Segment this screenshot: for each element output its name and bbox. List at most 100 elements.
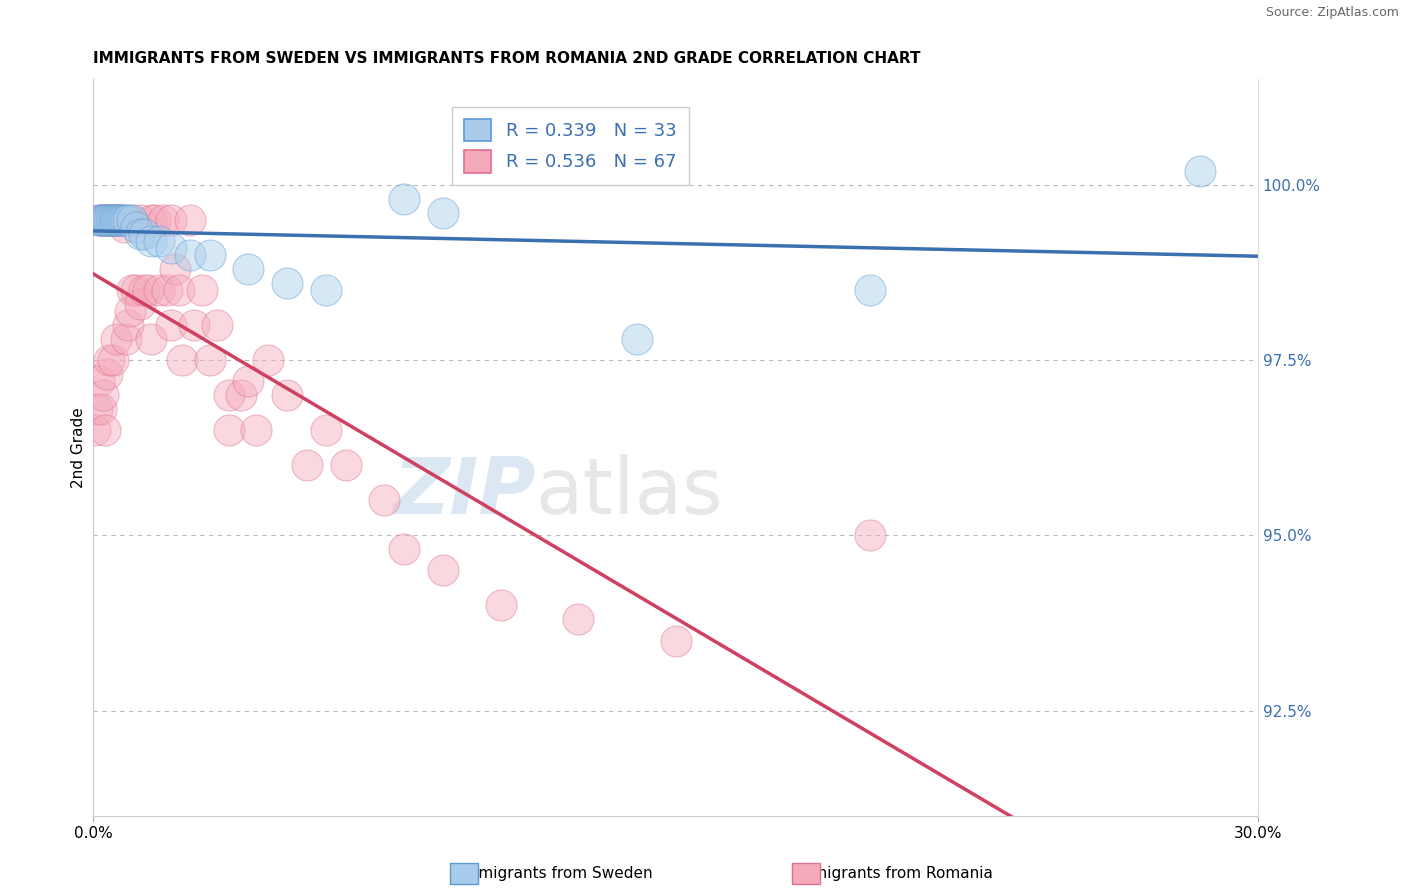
Point [121, 212, 143, 227]
Point [198, 353, 221, 368]
Point [94, 212, 117, 227]
Point [101, 353, 124, 368]
Point [128, 227, 150, 241]
Point [489, 599, 512, 613]
Point [141, 212, 163, 227]
Point [96, 212, 118, 227]
Text: atlas: atlas [536, 454, 723, 530]
Point [91, 212, 114, 227]
Point [100, 212, 122, 227]
Point [103, 212, 125, 227]
Point [148, 283, 170, 297]
Point [859, 283, 882, 297]
Point [121, 283, 143, 297]
Point [218, 388, 240, 402]
Point [179, 248, 201, 262]
Point [626, 332, 648, 346]
Point [141, 234, 163, 248]
Point [238, 374, 260, 388]
Point [315, 283, 337, 297]
Text: Immigrants from Romania: Immigrants from Romania [793, 866, 993, 881]
Point [125, 219, 148, 234]
Point [373, 493, 395, 508]
Point [179, 212, 201, 227]
Text: IMMIGRANTS FROM SWEDEN VS IMMIGRANTS FROM ROMANIA 2ND GRADE CORRELATION CHART: IMMIGRANTS FROM SWEDEN VS IMMIGRANTS FRO… [93, 51, 921, 66]
Point [159, 318, 181, 332]
Y-axis label: 2nd Grade: 2nd Grade [72, 408, 86, 488]
Point [100, 212, 122, 227]
Point [218, 423, 240, 437]
Point [111, 212, 134, 227]
Point [90, 212, 112, 227]
Point [107, 212, 129, 227]
Point [148, 234, 170, 248]
Point [159, 212, 181, 227]
Point [859, 528, 882, 542]
Point [112, 212, 135, 227]
Point [276, 276, 298, 290]
Point [87, 212, 110, 227]
Point [183, 318, 205, 332]
Legend: R = 0.339   N = 33, R = 0.536   N = 67: R = 0.339 N = 33, R = 0.536 N = 67 [451, 107, 689, 186]
Point [117, 318, 139, 332]
Point [87, 212, 110, 227]
Point [132, 227, 155, 241]
Point [103, 212, 125, 227]
Point [132, 283, 155, 297]
Point [432, 563, 454, 577]
Point [245, 423, 267, 437]
Point [94, 212, 117, 227]
Point [141, 332, 163, 346]
Point [143, 212, 166, 227]
Point [97, 353, 120, 368]
Point [257, 353, 280, 368]
Text: Immigrants from Sweden: Immigrants from Sweden [458, 866, 652, 881]
Point [96, 212, 118, 227]
Point [128, 297, 150, 311]
Point [105, 212, 128, 227]
Point [159, 241, 181, 255]
Point [172, 353, 194, 368]
Point [97, 212, 120, 227]
Point [229, 388, 252, 402]
Point [121, 212, 143, 227]
Point [96, 367, 118, 381]
Point [105, 212, 128, 227]
Point [94, 423, 117, 437]
Point [238, 261, 260, 276]
Point [191, 283, 214, 297]
Point [90, 402, 112, 417]
Point [335, 458, 357, 472]
Point [128, 212, 150, 227]
Point [105, 332, 128, 346]
Point [115, 332, 138, 346]
Text: ZIP: ZIP [394, 454, 536, 530]
Point [207, 318, 229, 332]
Point [156, 283, 179, 297]
Point [91, 388, 114, 402]
Point [295, 458, 318, 472]
Point [1188, 163, 1211, 178]
Point [87, 374, 110, 388]
Point [97, 212, 120, 227]
Point [198, 248, 221, 262]
Text: Source: ZipAtlas.com: Source: ZipAtlas.com [1265, 6, 1399, 20]
Point [120, 303, 142, 318]
Point [84, 423, 107, 437]
Point [86, 402, 108, 417]
Point [91, 212, 114, 227]
Point [117, 212, 139, 227]
Point [276, 388, 298, 402]
Point [152, 212, 174, 227]
Point [315, 423, 337, 437]
Point [107, 212, 129, 227]
Point [111, 212, 134, 227]
Point [110, 212, 132, 227]
Point [664, 633, 686, 648]
Point [136, 283, 159, 297]
Point [110, 212, 132, 227]
Point [392, 192, 415, 206]
Point [101, 212, 124, 227]
Point [567, 612, 589, 626]
Point [392, 542, 415, 557]
